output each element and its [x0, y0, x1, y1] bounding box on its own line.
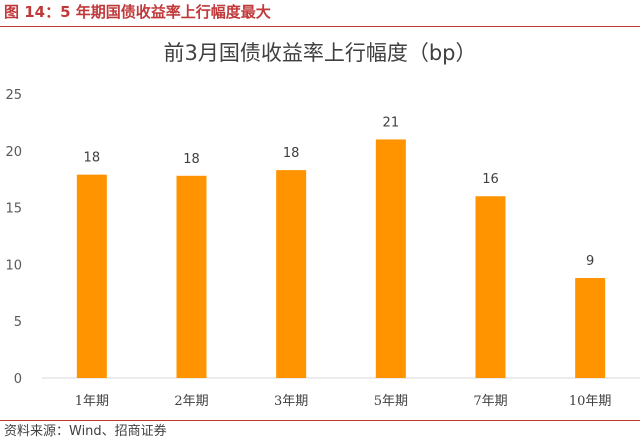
y-tick-label: 15: [5, 202, 22, 217]
bar: [475, 196, 506, 378]
y-tick-label: 20: [5, 145, 22, 160]
figure-title: 图 14：5 年期国债收益率上行幅度最大: [4, 3, 271, 21]
chart-title: 前3月国债收益率上行幅度（bp）: [163, 41, 477, 65]
bar-chart: 0 5 10 15 20 25 18 1年期 18 2年期 18 3年期 21 5年期 16 7年期 9 10年期: [5, 88, 640, 409]
data-label: 16: [482, 172, 499, 187]
x-tick-label: 2年期: [174, 394, 208, 409]
y-tick-label: 5: [14, 315, 22, 330]
x-tick-label: 3年期: [274, 394, 308, 409]
bar: [176, 175, 207, 378]
data-label: 18: [283, 146, 300, 161]
bar: [76, 174, 107, 378]
source-note: 资料来源：Wind、招商证券: [4, 424, 167, 439]
y-tick-label: 10: [5, 258, 22, 273]
bar: [375, 139, 406, 378]
bar: [575, 278, 606, 378]
data-label: 21: [383, 115, 400, 130]
y-tick-label: 25: [5, 88, 22, 103]
bar: [276, 170, 307, 378]
data-label: 9: [586, 254, 594, 269]
y-tick-label: 0: [14, 372, 22, 387]
bottom-divider: [0, 420, 640, 421]
x-tick-label: 1年期: [75, 394, 109, 409]
data-label: 18: [183, 152, 200, 167]
top-divider: [0, 26, 640, 27]
x-tick-label: 7年期: [473, 394, 507, 409]
data-label: 18: [84, 151, 101, 166]
x-tick-label: 10年期: [569, 394, 612, 409]
x-tick-label: 5年期: [374, 394, 408, 409]
